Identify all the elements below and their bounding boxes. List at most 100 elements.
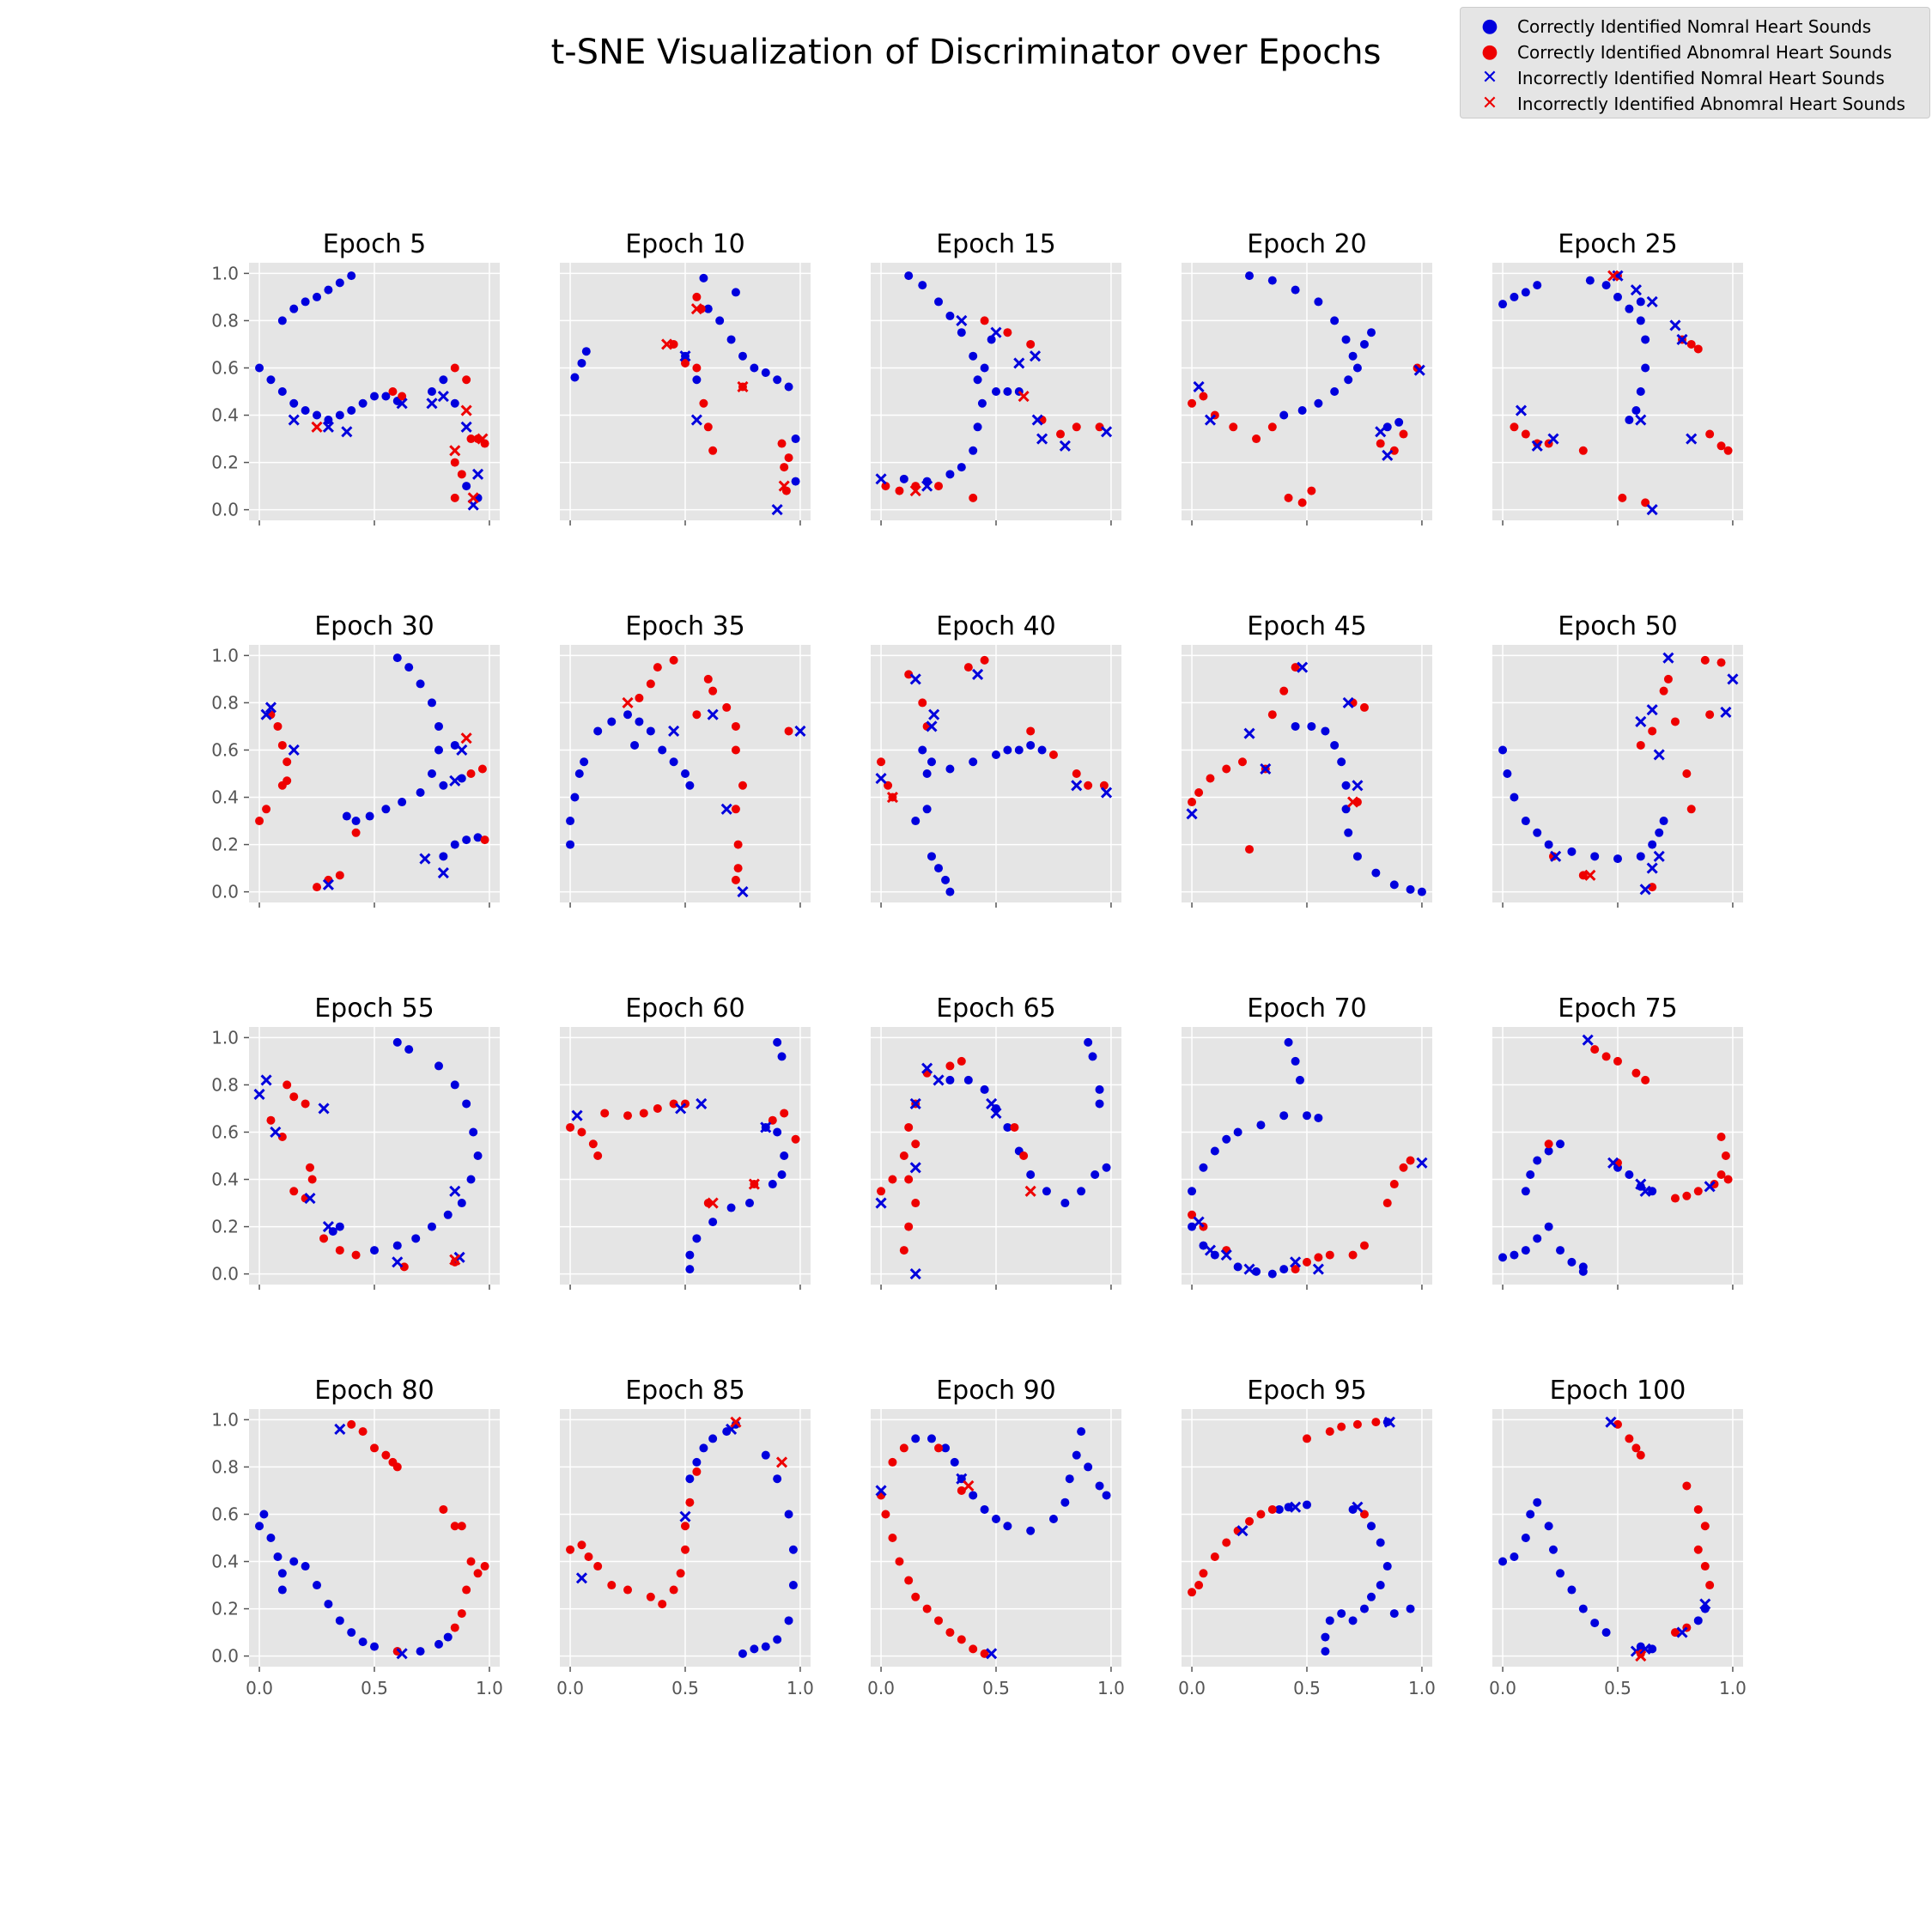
point-normal-correct xyxy=(1510,292,1519,301)
point-normal-correct xyxy=(607,717,617,726)
point-abnormal-correct xyxy=(392,1462,402,1472)
point-normal-correct xyxy=(450,398,459,408)
point-abnormal-correct xyxy=(1641,1075,1650,1084)
point-normal-correct xyxy=(1245,271,1255,281)
point-normal-correct xyxy=(788,1545,798,1554)
point-abnormal-incorrect xyxy=(737,380,749,393)
point-normal-correct xyxy=(347,1628,356,1637)
point-normal-incorrect xyxy=(926,720,938,732)
point-abnormal-correct xyxy=(1348,1250,1358,1260)
point-normal-incorrect xyxy=(1101,426,1113,438)
point-abnormal-correct xyxy=(1382,1199,1392,1208)
point-abnormal-correct xyxy=(1048,750,1058,759)
point-normal-incorrect xyxy=(1547,433,1559,445)
point-normal-correct xyxy=(784,1510,793,1519)
point-normal-correct xyxy=(1291,1056,1300,1066)
point-abnormal-correct xyxy=(593,1562,603,1571)
point-normal-correct xyxy=(1556,1139,1565,1149)
point-normal-correct xyxy=(1625,1170,1634,1180)
subplot-epoch-70: Epoch 70 xyxy=(1182,993,1432,1290)
point-normal-correct xyxy=(347,271,356,281)
point-normal-correct xyxy=(277,316,287,325)
point-normal-correct xyxy=(581,347,591,356)
point-normal-incorrect xyxy=(1260,762,1272,775)
point-abnormal-correct xyxy=(1399,1163,1408,1172)
point-abnormal-correct xyxy=(1705,710,1715,720)
x-tick-label: 1.0 xyxy=(1097,1678,1125,1698)
point-normal-correct xyxy=(1567,847,1577,856)
point-normal-incorrect xyxy=(990,1107,1002,1120)
point-abnormal-correct xyxy=(1663,674,1673,683)
point-normal-correct xyxy=(992,1514,1000,1523)
point-abnormal-correct xyxy=(780,463,789,472)
point-normal-correct xyxy=(443,1210,453,1219)
point-abnormal-correct xyxy=(722,702,732,712)
point-abnormal-correct xyxy=(1705,429,1715,439)
subplot-epoch-5: 0.0 0.2 0.4 0.6 0.8 1.0 Epoch 5 xyxy=(211,229,500,526)
point-normal-correct xyxy=(1014,745,1024,755)
point-normal-correct xyxy=(1042,1187,1051,1196)
point-normal-correct xyxy=(1567,1257,1577,1267)
point-normal-correct xyxy=(918,281,927,290)
point-abnormal-correct xyxy=(1267,1504,1277,1514)
point-normal-correct xyxy=(927,852,936,861)
point-abnormal-correct xyxy=(1700,1522,1710,1531)
point-normal-correct xyxy=(1077,1427,1086,1437)
point-abnormal-correct xyxy=(895,1557,904,1566)
point-normal-correct xyxy=(899,474,908,483)
point-normal-incorrect xyxy=(1243,1263,1255,1275)
point-abnormal-correct xyxy=(1682,769,1692,778)
point-abnormal-correct xyxy=(692,292,702,301)
point-abnormal-correct xyxy=(277,1132,287,1141)
point-normal-incorrect xyxy=(460,421,472,433)
point-normal-incorrect xyxy=(260,1074,272,1086)
point-normal-incorrect xyxy=(909,1268,921,1280)
point-abnormal-correct xyxy=(1359,702,1369,712)
point-abnormal-correct xyxy=(1279,686,1289,696)
point-normal-incorrect xyxy=(1029,350,1042,362)
point-abnormal-correct xyxy=(1636,1450,1645,1460)
subplot-epoch-10: Epoch 10 xyxy=(560,229,811,526)
point-normal-correct xyxy=(1625,416,1634,425)
point-normal-incorrect xyxy=(1646,862,1658,874)
point-abnormal-correct xyxy=(566,1122,575,1132)
point-normal-correct xyxy=(351,817,361,826)
point-normal-correct xyxy=(1578,1267,1588,1276)
y-tick-label: 1.0 xyxy=(211,263,239,283)
subplot-epoch-35: Epoch 35 xyxy=(560,611,811,908)
point-abnormal-correct xyxy=(1194,788,1204,798)
point-abnormal-correct xyxy=(1544,1139,1553,1149)
point-abnormal-correct xyxy=(899,1443,908,1453)
point-normal-correct xyxy=(1091,1170,1100,1180)
point-normal-incorrect xyxy=(1662,652,1674,664)
y-tick-label: 1.0 xyxy=(211,1027,239,1048)
point-abnormal-correct xyxy=(738,781,747,790)
point-normal-correct xyxy=(427,387,436,396)
point-abnormal-correct xyxy=(466,434,476,444)
point-normal-correct xyxy=(473,833,483,842)
point-abnormal-correct xyxy=(277,740,287,750)
point-normal-incorrect xyxy=(426,398,438,410)
subplot-title: Epoch 55 xyxy=(314,993,434,1024)
point-normal-correct xyxy=(1659,817,1668,826)
point-normal-incorrect xyxy=(1676,1626,1688,1638)
point-abnormal-correct xyxy=(480,835,489,845)
point-abnormal-correct xyxy=(980,316,989,325)
point-normal-incorrect xyxy=(253,1088,265,1101)
point-normal-correct xyxy=(313,292,322,301)
point-normal-incorrect xyxy=(737,886,749,898)
point-abnormal-correct xyxy=(1693,1187,1703,1196)
point-normal-correct xyxy=(1613,292,1622,301)
point-abnormal-correct xyxy=(1359,1241,1369,1250)
point-normal-correct xyxy=(969,351,978,361)
point-normal-correct xyxy=(434,1061,444,1071)
point-abnormal-correct xyxy=(646,679,655,689)
point-abnormal-correct xyxy=(1359,1510,1369,1519)
point-abnormal-correct xyxy=(289,1187,299,1196)
point-normal-incorrect xyxy=(875,772,887,785)
point-normal-correct xyxy=(1526,1510,1535,1519)
point-normal-correct xyxy=(1567,1585,1577,1595)
point-abnormal-correct xyxy=(1222,764,1231,774)
point-abnormal-correct xyxy=(1084,781,1093,790)
